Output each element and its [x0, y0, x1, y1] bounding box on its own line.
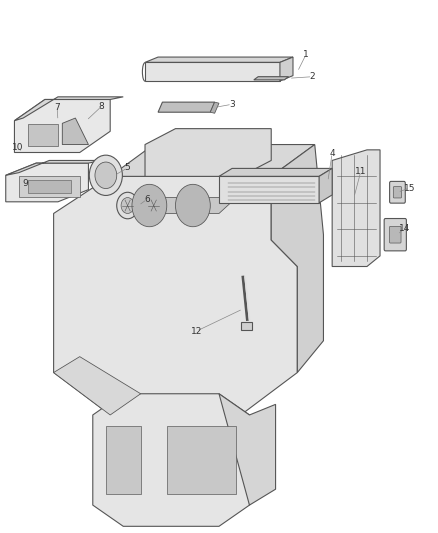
Polygon shape: [28, 124, 58, 146]
FancyBboxPatch shape: [389, 227, 401, 243]
Text: 14: 14: [399, 224, 410, 233]
Polygon shape: [254, 77, 289, 80]
Circle shape: [132, 184, 167, 227]
Text: 3: 3: [229, 100, 235, 109]
Circle shape: [89, 155, 122, 196]
Polygon shape: [110, 144, 315, 176]
Text: 10: 10: [12, 143, 24, 152]
Polygon shape: [53, 176, 297, 415]
Circle shape: [121, 198, 134, 214]
Polygon shape: [6, 160, 102, 175]
Polygon shape: [145, 57, 293, 62]
Polygon shape: [332, 150, 380, 266]
Polygon shape: [158, 102, 215, 112]
Polygon shape: [241, 322, 252, 330]
Polygon shape: [119, 198, 237, 214]
Text: 2: 2: [310, 72, 315, 81]
FancyBboxPatch shape: [393, 187, 402, 198]
Text: 5: 5: [125, 164, 131, 172]
Polygon shape: [14, 100, 110, 152]
Polygon shape: [319, 168, 332, 203]
Polygon shape: [219, 394, 276, 505]
Polygon shape: [14, 97, 123, 120]
Text: 8: 8: [99, 102, 104, 111]
Polygon shape: [106, 425, 141, 495]
Circle shape: [147, 198, 160, 214]
Text: 4: 4: [329, 149, 335, 158]
Polygon shape: [280, 57, 293, 81]
Circle shape: [117, 192, 138, 219]
Polygon shape: [6, 163, 88, 202]
Text: 7: 7: [54, 103, 60, 112]
Polygon shape: [219, 176, 319, 203]
Polygon shape: [53, 357, 141, 415]
Polygon shape: [219, 168, 332, 176]
Polygon shape: [145, 128, 271, 176]
Text: 15: 15: [404, 183, 415, 192]
FancyBboxPatch shape: [384, 219, 406, 251]
Circle shape: [95, 162, 117, 189]
Text: 12: 12: [191, 327, 202, 336]
Polygon shape: [210, 102, 219, 114]
Text: 11: 11: [355, 166, 367, 175]
Polygon shape: [19, 176, 80, 197]
Text: 1: 1: [303, 50, 309, 59]
Text: 9: 9: [22, 179, 28, 188]
Circle shape: [143, 192, 165, 219]
FancyBboxPatch shape: [390, 181, 405, 203]
Polygon shape: [28, 180, 71, 193]
Polygon shape: [271, 144, 323, 373]
Polygon shape: [62, 118, 88, 144]
Polygon shape: [93, 394, 250, 526]
Text: 6: 6: [144, 195, 150, 204]
Polygon shape: [145, 62, 280, 81]
Polygon shape: [167, 425, 237, 495]
Circle shape: [176, 184, 210, 227]
